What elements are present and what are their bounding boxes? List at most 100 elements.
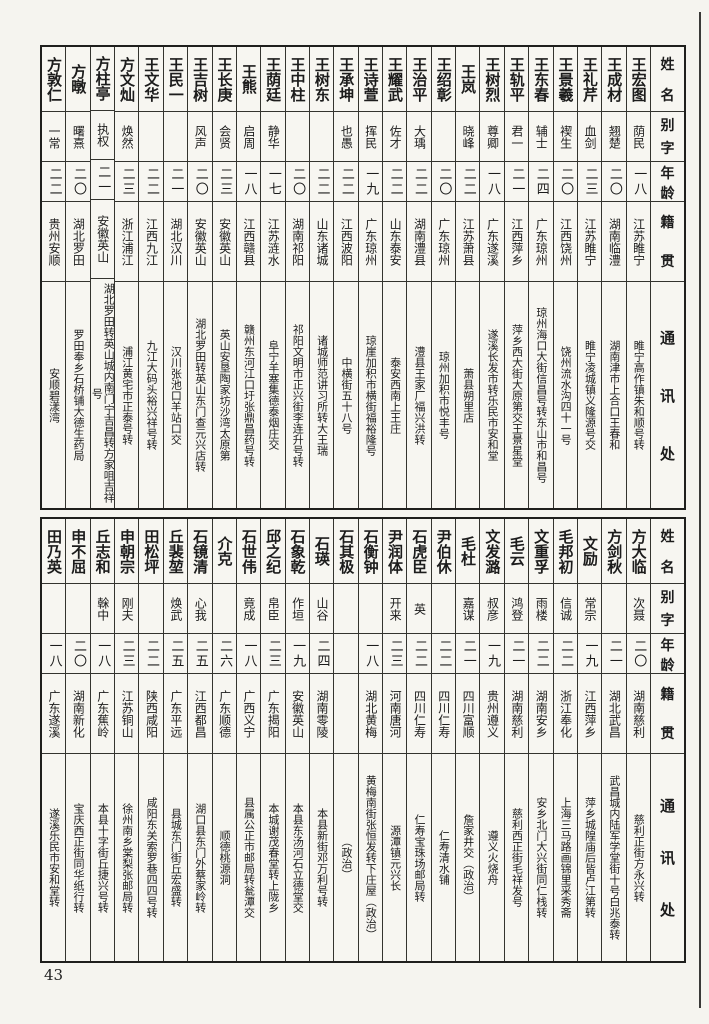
address-text: 赣州东河江口圩张鼎昌药号转	[242, 323, 256, 467]
directory-table-top: 姓名别字年龄籍贯通讯处王宏图 荫民 一八 江苏睢宁 睢宁高作镇朱和顺号转 王成材 翘楚 二〇湖…	[40, 45, 686, 510]
address-cell: 县属公正市邮局转瓮潭交	[236, 753, 261, 961]
entry-column: 申不屈 二〇 湖南新化 宝庆西正街同华纸行转	[66, 519, 91, 961]
header-char: 字	[660, 613, 675, 630]
origin-text: 浙江浦江	[120, 217, 135, 266]
origin-text: 广东遂溪	[485, 217, 500, 266]
age-cell: 二二	[456, 161, 480, 201]
alias-text: 次聂	[631, 596, 646, 621]
alias-text: 晓峰	[461, 124, 476, 149]
header-origin-label: 籍贯	[651, 201, 684, 281]
entry-column: 方文灿 焕然 二三 浙江浦江 浦江黄宅市正泰号转	[115, 47, 140, 508]
alias-text: 启周	[241, 124, 256, 149]
origin-text: 山东泰安	[388, 217, 403, 266]
entry-column: 王景羲 褉生 二〇 江西饶州 饶州流水沟四十一号	[553, 47, 578, 508]
name-text: 文励	[580, 536, 599, 566]
name-cell: 毛邦初	[554, 519, 577, 583]
name-cell: 方文灿	[115, 47, 138, 111]
name-text: 王树东	[312, 56, 331, 102]
origin-cell: 安徽英山	[285, 673, 309, 753]
entry-column: 尹润体 开来 二三 河南唐河 源潭镇元兴长	[383, 519, 408, 961]
address-cell: 武昌城内陆军学堂街十号白兆泰转	[602, 753, 626, 961]
origin-text: 广东顺德	[217, 689, 232, 738]
origin-cell: 山东诸城	[309, 201, 334, 281]
address-cell: 萍乡西大街大原第交王景星堂	[504, 281, 529, 508]
address-cell: 上海三马路画锦里采秀斋	[553, 753, 577, 961]
origin-text: 江西赣县	[241, 217, 256, 266]
alias-text: 嘉谋	[461, 596, 476, 621]
alias-cell	[358, 583, 383, 633]
name-cell: 王耀武	[383, 47, 406, 111]
alias-cell	[139, 111, 163, 161]
name-text: 王承坤	[337, 56, 356, 102]
origin-text: 浙江奉化	[558, 689, 573, 738]
age-cell: 一八	[358, 633, 383, 673]
address-cell: 祁阳文明市正兴街李连升号转	[285, 281, 309, 508]
origin-text: 广东琼州	[534, 217, 549, 266]
age-cell: 一八	[42, 633, 66, 673]
name-cell: 申朝宗	[115, 519, 138, 583]
address-cell: 安乡北门大兴街同仁栈转	[529, 753, 553, 961]
age-text: 二一	[460, 638, 476, 669]
name-cell: 方大临	[627, 519, 650, 583]
age-cell: 二一	[456, 633, 480, 673]
name-text: 方剑秋	[605, 528, 624, 574]
origin-cell: 湖南澧县	[407, 201, 431, 281]
name-cell: 石瑛	[310, 519, 333, 583]
address-text: 饶州流水沟四十一号	[559, 345, 573, 445]
name-cell: 方柱亭	[91, 47, 114, 110]
age-text: 一八	[363, 638, 379, 669]
name-cell: 王轨平	[505, 47, 528, 111]
address-cell: 英山安垦陶家坊沙湾太原第	[212, 281, 236, 508]
age-text: 一八	[95, 638, 111, 669]
name-text: 田松坪	[142, 528, 161, 574]
age-text: 二四	[533, 166, 549, 197]
entry-column: 石衡钟 一八 湖北黄梅 黄梅南街张恒发转下庄屋（政治）	[358, 519, 384, 961]
entry-column: 方敦仁 一常 二二 贵州安顺 安顺碧漾湾	[42, 47, 67, 508]
entry-column: 方暾 曙熹 二〇 湖北罗田 罗田奉乡石桥铺大德生药局	[66, 47, 91, 508]
alias-cell: 挥民	[358, 111, 383, 161]
origin-text: 安徽英山	[95, 214, 110, 263]
age-cell: 二五	[163, 633, 188, 673]
entry-column: 王树东 二二 山东诸城 诸城师范讲习所转大王瑞	[309, 47, 335, 508]
alias-text: 翘楚	[607, 124, 622, 149]
age-text: 二二	[411, 166, 427, 197]
address-text: 汉川张池口羊站口交	[169, 345, 183, 445]
name-text: 申朝宗	[118, 528, 137, 574]
origin-text: 湖北黄梅	[363, 689, 378, 738]
origin-text: 江西都昌	[193, 689, 208, 738]
alias-text: 大瑀	[412, 124, 427, 149]
origin-cell: 江苏睢宁	[626, 201, 650, 281]
name-cell: 邱之纪	[261, 519, 284, 583]
name-text: 王绍彰	[434, 56, 453, 102]
alias-text: 尊卿	[485, 124, 500, 149]
name-cell: 申不屈	[66, 519, 89, 583]
address-cell: 罗田奉乡石桥铺大德生药局	[66, 281, 90, 508]
name-text: 王文华	[142, 56, 161, 102]
origin-text: 湖北罗田	[71, 217, 86, 266]
alias-cell: 辅士	[529, 111, 553, 161]
origin-text: 贵州遵义	[485, 689, 500, 738]
origin-text: 四川富顺	[461, 689, 476, 738]
name-cell: 王中柱	[286, 47, 309, 111]
address-text: 湖南津市上合口王春和	[607, 340, 621, 450]
address-cell: 泰安西南上王庄	[383, 281, 407, 508]
name-cell: 王礼芹	[578, 47, 601, 111]
header-char: 通	[659, 797, 675, 816]
entry-column: 王耀武 佐才 二二 山东泰安 泰安西南上王庄	[383, 47, 408, 508]
name-text: 毛云	[507, 536, 526, 566]
name-text: 王荫廷	[264, 56, 283, 102]
header-alias-label: 别字	[651, 583, 684, 633]
age-text: 二二	[387, 166, 403, 197]
address-text: 九江大码头裕兴祥号转	[145, 340, 159, 450]
alias-cell: 风声	[188, 111, 212, 161]
header-char: 年	[660, 638, 675, 654]
age-cell: 一九	[285, 633, 309, 673]
origin-text: 广东琼州	[363, 217, 378, 266]
alias-cell: 竟成	[236, 583, 261, 633]
origin-text: 广东蕉岭	[95, 689, 110, 738]
alias-text: 曙熹	[71, 124, 86, 149]
entry-column: 方剑秋 二一 湖北武昌 武昌城内陆军学堂街十号白兆泰转	[602, 519, 627, 961]
address-cell: 遵义火烧舟	[480, 753, 504, 961]
origin-cell: 湖南安乡	[529, 673, 553, 753]
origin-text: 广东揭阳	[266, 689, 281, 738]
